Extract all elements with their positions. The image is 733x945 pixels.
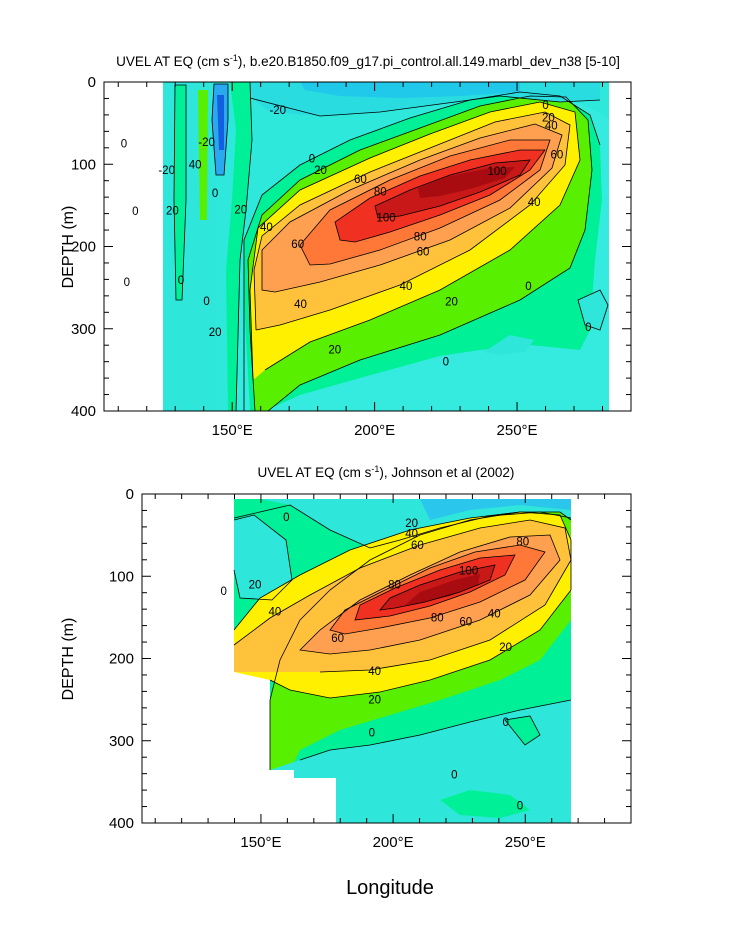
contour-label: 60 xyxy=(411,540,424,552)
contour-label: 0 xyxy=(220,586,226,598)
contour-label: 20 xyxy=(249,579,262,591)
contour-label: 60 xyxy=(551,149,564,161)
y-tick-label: 100 xyxy=(71,156,96,173)
contour-label: 0 xyxy=(124,277,130,289)
panel-obs-title: UVEL AT EQ (cm s-1), Johnson et al (2002… xyxy=(258,464,515,480)
contour-label: 0 xyxy=(212,188,218,200)
contour-label: 100 xyxy=(459,565,478,577)
contour-label: 0 xyxy=(121,139,127,151)
contour-label: 20 xyxy=(234,204,247,216)
contour-label: 60 xyxy=(291,239,304,251)
contour-label: 0 xyxy=(443,357,449,369)
contour-label: 40 xyxy=(269,607,282,619)
contour-label: 0 xyxy=(309,153,315,165)
contour-label: 100 xyxy=(488,166,507,178)
contour-label: 20 xyxy=(209,327,222,339)
panel-model-field xyxy=(163,82,609,411)
x-tick-label: 250°E xyxy=(497,422,538,439)
contour-label: 40 xyxy=(405,528,418,540)
y-tick-label: 400 xyxy=(109,815,134,832)
y-tick-label: 400 xyxy=(71,403,96,420)
panel-model: UVEL AT EQ (cm s-1), b.e20.B1850.f09_g17… xyxy=(60,53,632,439)
x-tick-label: 200°E xyxy=(373,834,414,851)
x-tick-label: 250°E xyxy=(505,834,546,851)
panel-obs-xlabel: Longitude xyxy=(346,877,434,899)
contour-label: 0 xyxy=(451,769,457,781)
panel-obs-field xyxy=(233,499,572,823)
y-tick-label: 0 xyxy=(88,74,96,91)
contour-label: -20 xyxy=(158,165,175,177)
contour-label: 40 xyxy=(294,299,307,311)
contour-label: 20 xyxy=(405,518,418,530)
panel-model-title: UVEL AT EQ (cm s-1), b.e20.B1850.f09_g17… xyxy=(116,53,620,69)
contour-label: 80 xyxy=(374,186,387,198)
contour-label: 40 xyxy=(488,608,501,620)
panel-model-ylabel: DEPTH (m) xyxy=(60,206,77,289)
contour-label: 0 xyxy=(132,206,138,218)
contour-label: 0 xyxy=(283,512,289,524)
x-tick-label: 200°E xyxy=(354,422,395,439)
contour-label: 40 xyxy=(400,281,413,293)
y-tick-label: 200 xyxy=(109,651,134,668)
panel-observations: UVEL AT EQ (cm s-1), Johnson et al (2002… xyxy=(60,464,632,899)
y-tick-label: 100 xyxy=(109,568,134,585)
contour-label: 0 xyxy=(502,717,508,729)
contour-label: 60 xyxy=(331,633,344,645)
x-tick-label: 150°E xyxy=(212,422,253,439)
contour-label: 40 xyxy=(260,222,273,234)
y-tick-label: 300 xyxy=(109,733,134,750)
contour-label: 80 xyxy=(516,537,529,549)
contour-label: 0 xyxy=(178,275,184,287)
panel-obs-ylabel: DEPTH (m) xyxy=(60,618,77,701)
contour-label: 60 xyxy=(354,174,367,186)
contour-label: 20 xyxy=(499,642,512,654)
contour-label: 40 xyxy=(189,159,202,171)
contour-label: 20 xyxy=(328,344,341,356)
contour-label: 20 xyxy=(166,205,179,217)
contour-label: 20 xyxy=(542,112,555,124)
contour-label: 0 xyxy=(369,728,375,740)
contour-label: 20 xyxy=(368,695,381,707)
contour-label: 60 xyxy=(459,616,472,628)
contour-label: 40 xyxy=(368,666,381,678)
contour-label: 0 xyxy=(517,801,523,813)
contour-label: -20 xyxy=(269,105,286,117)
contour-label: 40 xyxy=(545,121,558,133)
contour-label: -20 xyxy=(198,137,215,149)
y-tick-label: 200 xyxy=(71,239,96,256)
contour-label: 40 xyxy=(528,197,541,209)
contour-label: 0 xyxy=(203,296,209,308)
contour-label: 60 xyxy=(417,246,430,258)
contour-label: 80 xyxy=(388,579,401,591)
contour-label: 0 xyxy=(525,281,531,293)
contour-label: 0 xyxy=(585,322,591,334)
contour-label: 20 xyxy=(314,165,327,177)
contour-label: 20 xyxy=(445,297,458,309)
contour-label: 0 xyxy=(542,100,548,112)
y-tick-label: 0 xyxy=(126,486,134,503)
x-tick-label: 150°E xyxy=(240,834,281,851)
contour-label: 80 xyxy=(431,612,444,624)
contour-label: 80 xyxy=(414,232,427,244)
y-tick-label: 300 xyxy=(71,321,96,338)
contour-label: 100 xyxy=(376,213,395,225)
